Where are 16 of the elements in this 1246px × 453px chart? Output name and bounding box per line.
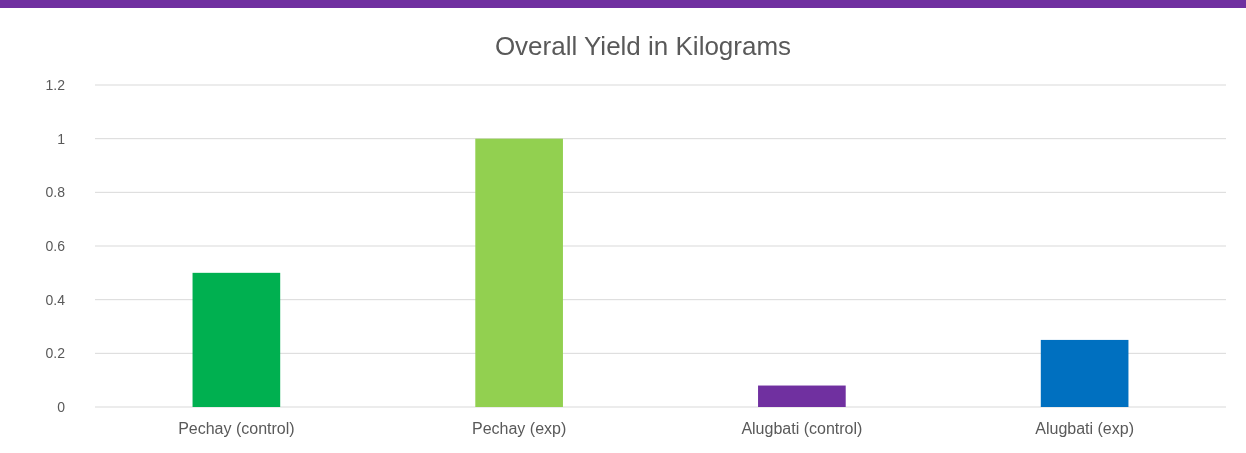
- x-tick-label: Pechay (exp): [471, 420, 567, 437]
- chart-title: Overall Yield in Kilograms: [494, 31, 792, 61]
- y-tick-label: 0.6: [45, 237, 66, 254]
- x-tick-label: Alugbati (control): [741, 420, 863, 437]
- y-tick-label: 0.2: [45, 345, 66, 362]
- y-tick-label: 0.4: [45, 291, 66, 308]
- bar: [475, 138, 563, 407]
- y-tick-label: 1: [57, 130, 66, 147]
- x-tick-label: Pechay (control): [178, 420, 295, 437]
- y-tick-label: 0.8: [45, 184, 66, 201]
- x-tick-label: Alugbati (exp): [1035, 420, 1134, 437]
- y-tick-label: 1.2: [45, 76, 66, 93]
- bar: [192, 272, 281, 407]
- y-tick-label: 0: [57, 398, 66, 415]
- bar: [758, 385, 846, 407]
- bar: [1040, 339, 1129, 407]
